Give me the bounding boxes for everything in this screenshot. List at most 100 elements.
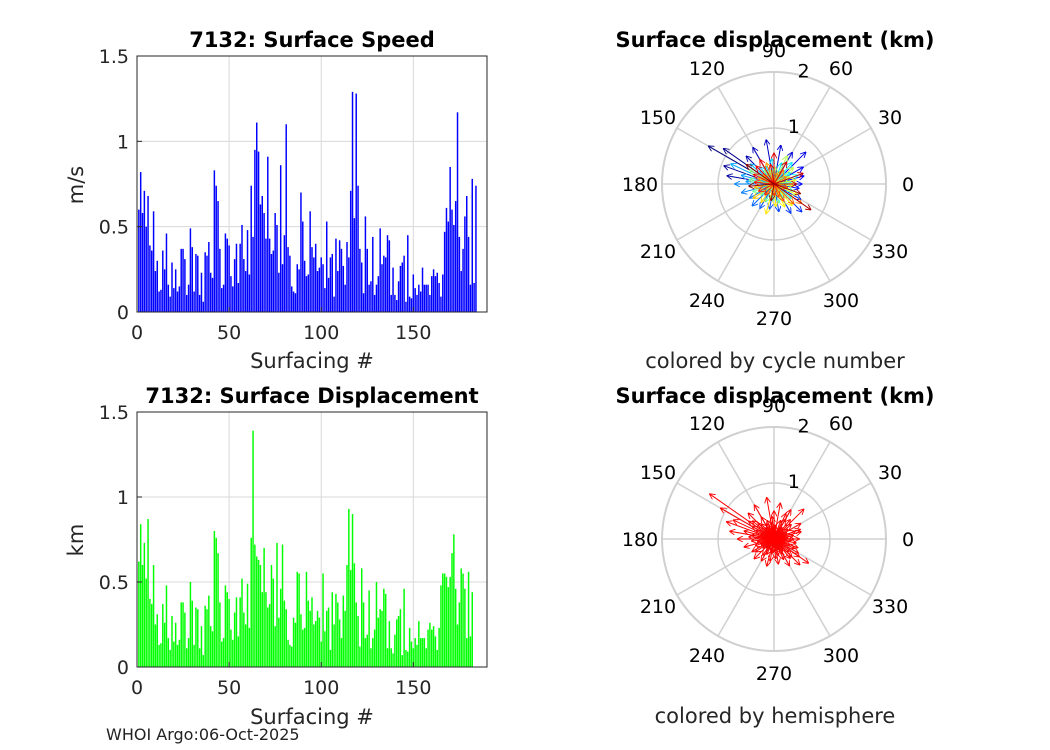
bar <box>355 602 357 667</box>
bar <box>364 216 367 312</box>
bar <box>250 537 252 667</box>
bar <box>173 288 175 312</box>
bar <box>318 267 321 312</box>
bar <box>279 588 282 667</box>
x-tick-label: 0 <box>131 677 143 699</box>
bar <box>224 585 227 667</box>
chart-title: 7132: Surface Displacement <box>145 384 478 408</box>
bar <box>410 641 413 667</box>
bar <box>272 578 275 667</box>
y-tick-label: 1 <box>117 131 129 153</box>
angle-label: 150 <box>640 107 676 129</box>
bar <box>349 570 352 667</box>
bar <box>314 621 317 667</box>
chart-caption: colored by cycle number <box>645 349 905 373</box>
bar <box>149 245 151 312</box>
bar <box>145 226 147 312</box>
bar <box>313 624 315 667</box>
bar <box>193 644 195 667</box>
bar <box>230 276 232 312</box>
displacement-vector <box>746 165 775 185</box>
bar <box>171 262 173 312</box>
bar <box>256 556 258 667</box>
bar <box>423 638 426 667</box>
bar <box>162 604 164 667</box>
displacement-vector <box>765 183 775 195</box>
bar <box>213 170 216 312</box>
bar <box>169 650 171 667</box>
bar <box>458 236 461 312</box>
bar <box>316 610 319 667</box>
displacement-vector <box>771 165 775 185</box>
bar <box>373 629 376 667</box>
surface-displacement-chart: 7132: Surface Displacement Surfacing # k… <box>64 384 488 729</box>
bar <box>222 638 225 667</box>
bar <box>342 265 345 312</box>
bar <box>195 253 197 312</box>
bar <box>186 648 188 667</box>
bar <box>198 648 201 667</box>
bar <box>333 296 335 312</box>
bar <box>416 644 418 667</box>
bar <box>355 93 357 313</box>
angle-label: 30 <box>878 107 902 129</box>
bar <box>447 587 450 667</box>
displacement-vector <box>773 162 787 185</box>
bar <box>375 284 378 312</box>
range-label: 2 <box>797 61 809 83</box>
bar <box>200 626 203 667</box>
bar <box>165 585 168 667</box>
surface-speed-chart: 7132: Surface Speed Surfacing # m/s 0 0.5… <box>64 28 488 373</box>
bar <box>327 277 330 312</box>
range-label: 2 <box>797 416 809 438</box>
bar <box>381 264 383 312</box>
bar <box>349 190 352 312</box>
range-label: 1 <box>788 116 800 138</box>
bar <box>351 91 354 312</box>
bar <box>443 231 446 312</box>
bar <box>421 267 424 312</box>
angle-label: 210 <box>640 596 676 618</box>
bar <box>392 267 394 312</box>
bar <box>460 568 462 667</box>
angle-label: 240 <box>689 290 725 312</box>
bar <box>296 571 298 667</box>
bar <box>464 216 466 312</box>
bar <box>270 565 273 667</box>
bar <box>149 599 151 667</box>
bar <box>397 616 400 667</box>
bar <box>348 257 350 312</box>
bar <box>274 626 276 667</box>
bar <box>383 255 385 312</box>
displacement-vector <box>767 538 775 548</box>
x-tick-label: 50 <box>217 322 241 344</box>
bar <box>267 156 269 312</box>
bar <box>281 544 284 667</box>
axes-box <box>136 55 488 313</box>
bar <box>276 224 278 312</box>
displacement-vector <box>761 538 775 545</box>
bar <box>407 235 409 312</box>
bar <box>392 653 394 667</box>
bar <box>213 531 216 667</box>
bar <box>331 592 333 667</box>
bar <box>370 648 372 667</box>
bar <box>320 641 322 667</box>
bar <box>366 248 368 312</box>
angle-label: 0 <box>902 174 914 196</box>
bar <box>331 253 333 312</box>
bar <box>469 284 472 312</box>
bar <box>381 610 383 667</box>
bar <box>139 524 142 667</box>
bar <box>456 112 459 312</box>
bar <box>396 619 398 667</box>
bar <box>410 298 413 312</box>
bar <box>390 648 392 667</box>
bar <box>340 248 343 312</box>
bar <box>156 260 158 312</box>
bar <box>427 629 429 667</box>
bar <box>453 534 455 667</box>
bar <box>287 639 289 667</box>
bar <box>384 257 387 312</box>
bar <box>397 281 400 312</box>
